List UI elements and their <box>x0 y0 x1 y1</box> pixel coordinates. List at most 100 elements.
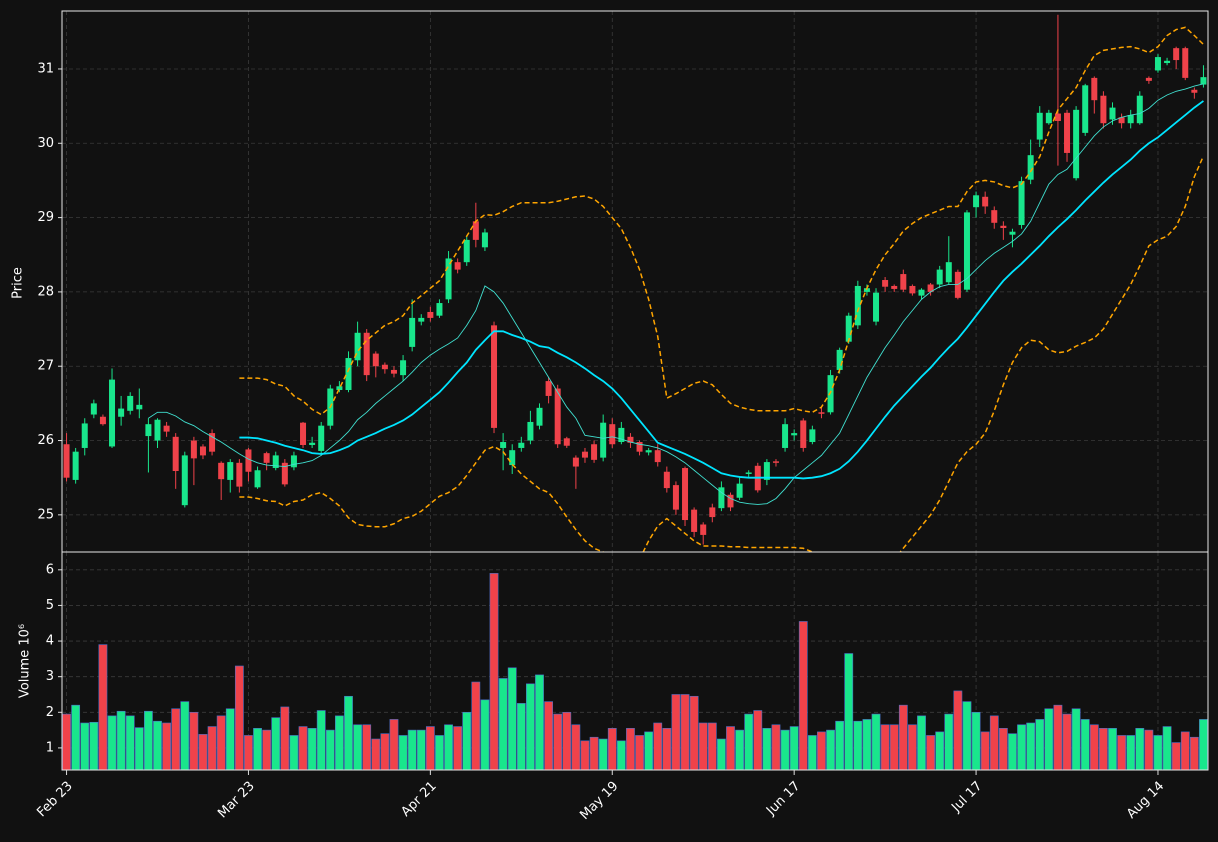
candle-body <box>1073 109 1080 179</box>
volume-bar <box>216 715 226 770</box>
volume-bar <box>116 710 126 770</box>
candle-body <box>791 433 798 436</box>
volume-bar <box>980 731 990 770</box>
y-tick-label: 5 <box>46 598 54 613</box>
candle-body <box>72 451 79 480</box>
volume-bar <box>1117 735 1126 770</box>
volume-bar <box>207 726 217 770</box>
volume-bar <box>262 729 272 770</box>
volume-bar <box>62 713 71 770</box>
volume-bar <box>453 726 463 770</box>
volume-bar <box>971 711 981 770</box>
candle-body <box>918 289 925 296</box>
volume-bar <box>1080 719 1090 770</box>
volume-bar <box>871 713 881 770</box>
volume-bar <box>271 717 281 770</box>
volume-bar <box>134 727 144 770</box>
volume-bar <box>1144 729 1154 770</box>
volume-bar <box>1062 713 1072 770</box>
candle-body <box>873 292 880 322</box>
volume-bar <box>1135 728 1145 770</box>
y-tick-label: 30 <box>37 136 54 151</box>
candle-body <box>1164 60 1171 64</box>
candle-body <box>1064 112 1071 153</box>
volume-bar <box>153 720 162 770</box>
volume-bar <box>1099 728 1108 770</box>
volume-bar <box>607 728 617 770</box>
volume-bar <box>416 729 426 770</box>
y-tick-label: 4 <box>46 634 54 649</box>
y-tick-label: 28 <box>37 284 54 299</box>
candle-body <box>909 285 916 294</box>
volume-bar <box>1162 726 1172 770</box>
candle-body <box>454 262 461 270</box>
volume-bar <box>1026 722 1036 770</box>
candle-body <box>336 386 343 390</box>
candle-body <box>600 422 607 458</box>
candle-body <box>363 332 370 376</box>
volume-bar <box>425 726 435 770</box>
volume-bar <box>480 699 490 770</box>
panel-frame <box>61 551 1209 771</box>
volume-bar <box>944 713 954 770</box>
volume-bar <box>1017 724 1026 770</box>
candle-body <box>563 438 570 446</box>
candle-body <box>245 449 252 472</box>
volume-bar <box>107 715 117 770</box>
volume-bar <box>1126 735 1136 770</box>
volume-bar <box>253 728 262 770</box>
volume-bar <box>335 715 344 770</box>
volume-bar <box>1008 733 1017 770</box>
candle-body <box>218 462 225 480</box>
candle-body <box>172 436 179 471</box>
candle-body <box>500 442 507 448</box>
volume-bar <box>889 724 899 770</box>
plot-area <box>63 14 1207 552</box>
volume-bar <box>753 710 763 770</box>
volume-bar <box>707 722 717 770</box>
volume-bar <box>507 667 517 770</box>
y-axis-label: Volume 10⁶ <box>18 624 33 698</box>
candle-body <box>390 369 397 374</box>
candle-body <box>809 429 816 443</box>
candle-body <box>936 269 943 285</box>
volume-bar <box>853 720 863 770</box>
candle-body <box>609 424 616 445</box>
candle-body <box>436 303 443 316</box>
candle-body <box>1127 115 1134 124</box>
volume-bar <box>635 735 644 770</box>
y-tick-label: 3 <box>46 669 54 684</box>
volume-bar <box>780 729 790 770</box>
candle-body <box>1036 112 1043 140</box>
candle-body <box>736 483 743 498</box>
candle-body <box>772 461 779 463</box>
volume-bar <box>644 731 654 770</box>
volume-bar <box>589 736 599 770</box>
volume-bar <box>880 724 890 770</box>
candle-body <box>1027 155 1034 180</box>
candle-body <box>309 442 316 445</box>
candle-body <box>945 262 952 283</box>
volume-bar <box>125 715 135 770</box>
candle-body <box>491 325 498 428</box>
volume-bar <box>616 740 626 770</box>
candle-body <box>372 353 379 367</box>
indicator-line <box>239 100 1204 480</box>
candle-body <box>709 507 716 518</box>
volume-bar <box>307 728 317 770</box>
volume-bar <box>1171 742 1181 770</box>
candle-body <box>691 509 698 532</box>
volume-bar <box>798 621 808 770</box>
volume-bar <box>926 735 935 770</box>
candle-body <box>509 450 516 466</box>
candle-body <box>118 408 125 417</box>
volume-bar <box>680 694 690 770</box>
candle-body <box>1082 85 1089 133</box>
y-tick-label: 1 <box>46 740 54 755</box>
candle-body <box>209 433 216 452</box>
volume-bar <box>398 735 408 770</box>
candle-body <box>345 358 352 390</box>
volume-bar <box>435 735 444 770</box>
candle-body <box>845 315 852 342</box>
